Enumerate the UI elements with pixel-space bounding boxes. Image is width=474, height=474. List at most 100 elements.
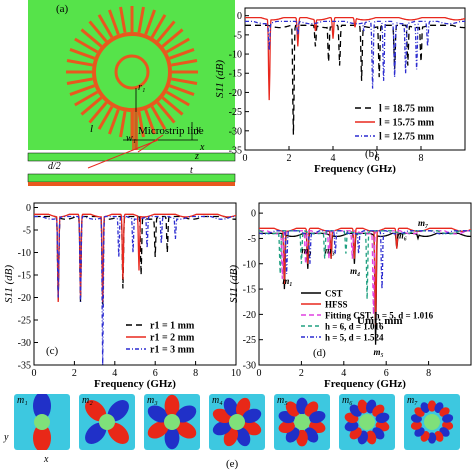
mode-label: m₄ xyxy=(212,395,223,406)
legend-entry: r1 = 2 mm xyxy=(150,333,195,344)
y-axis-label: y xyxy=(196,124,201,135)
chart-d: 0 2 4 6 8 0 -5 -10 -15 -20 -25 -30 Frequency (GHz) S1… xyxy=(228,202,472,390)
field-center xyxy=(424,414,440,430)
field-lobe xyxy=(212,420,232,436)
legend-entry: Fitting CST, h = 5, d = 1.016 xyxy=(325,311,434,321)
field-lobe xyxy=(434,431,444,442)
x-tick-label: 0 xyxy=(243,153,248,164)
y-tick-label: -25 xyxy=(229,107,242,118)
r1-label: r₁ xyxy=(138,82,146,93)
panel-b: 0 2 4 6 8 0 -5 -10 -15 -20 -25 -30 -35 Frequency (GHz… xyxy=(214,0,474,195)
plot-frame xyxy=(258,202,472,366)
plot-frame xyxy=(244,7,466,151)
field-lobe xyxy=(285,401,300,417)
field-lobe xyxy=(242,408,262,424)
z-axis-label: z xyxy=(195,151,199,162)
y-tick-label: -30 xyxy=(18,338,31,349)
comb-tooth xyxy=(137,111,145,138)
x-tick-label: 8 xyxy=(426,368,431,379)
mode-field-map xyxy=(339,394,395,450)
panel-c-label: (c) xyxy=(46,345,59,357)
field-lobe xyxy=(427,432,437,444)
y-axis-title: S11 (dB) xyxy=(3,265,15,303)
x-tick-label: 8 xyxy=(419,153,424,164)
mode-annotation: m₁ xyxy=(282,276,292,286)
legend-entry: r1 = 3 mm xyxy=(150,345,195,356)
comb-tooth xyxy=(119,111,127,138)
comb-tooth xyxy=(165,37,190,54)
mode-field-5: m₅ xyxy=(274,394,330,450)
series-line xyxy=(259,230,471,290)
field-center xyxy=(99,414,115,430)
comb-tooth xyxy=(150,14,167,39)
x-tick-label: 0 xyxy=(32,368,37,379)
comb-tooth xyxy=(66,59,93,67)
comb-tooth xyxy=(80,28,103,48)
mode-label: m₇ xyxy=(407,395,418,406)
field-lobe xyxy=(175,405,197,423)
field-lobe xyxy=(309,410,326,424)
y-tick-label: -20 xyxy=(229,88,242,99)
mode-field-map xyxy=(404,394,460,450)
mode-annotation: m₄ xyxy=(350,266,360,276)
field-lobe xyxy=(85,400,107,422)
y-tick-label: -20 xyxy=(243,310,256,321)
field-lobe xyxy=(107,400,129,422)
mode-annotation: m₂ xyxy=(301,246,311,256)
mode-annotation: m₆ xyxy=(397,230,407,240)
panel-b-label: (b) xyxy=(365,148,378,160)
mode-field-1: m₁ xyxy=(14,394,70,450)
e-axis-x: x xyxy=(44,454,49,465)
comb-tooth xyxy=(144,109,156,135)
mode-field-map xyxy=(144,394,200,450)
comb-tooth xyxy=(88,20,108,43)
y-tick-label: -15 xyxy=(229,69,242,80)
field-lobe xyxy=(175,421,197,439)
comb-tooth xyxy=(74,37,99,54)
field-center xyxy=(359,414,375,430)
comb-ring xyxy=(92,32,172,112)
y-tick-label: -25 xyxy=(243,335,256,346)
x-tick-label: 2 xyxy=(287,153,292,164)
comb-tooth xyxy=(150,105,167,130)
comb-tooth xyxy=(97,14,114,39)
legend-entry: l = 12.75 mm xyxy=(379,132,435,143)
x-tick-label: 6 xyxy=(375,153,380,164)
x-axis-title: Frequency (GHz) xyxy=(314,163,396,175)
y-tick-label: -5 xyxy=(23,226,31,237)
field-lobe xyxy=(164,394,180,418)
y-tick-label: 0 xyxy=(237,11,242,22)
x-tick-label: 6 xyxy=(153,368,158,379)
x-tick-label: 10 xyxy=(231,368,241,379)
x-tick-label: 4 xyxy=(331,153,336,164)
mode-label: m₃ xyxy=(147,395,158,406)
mode-annotation: m₇ xyxy=(418,218,428,228)
y-tick-label: -25 xyxy=(18,316,31,327)
comb-tooth xyxy=(74,90,99,107)
field-lobe xyxy=(420,402,430,413)
panel-e: m₁ m₂ m₃ m₄ m₅ m₆ m₇ y x (e) xyxy=(0,392,474,474)
mode-field-3: m₃ xyxy=(144,394,200,450)
y-tick-label: -10 xyxy=(18,248,31,259)
y-tick-label: -35 xyxy=(18,361,31,372)
legend-entry: l = 15.75 mm xyxy=(379,118,435,129)
comb-tooth xyxy=(69,48,95,60)
w1-label: w₁ xyxy=(126,133,137,144)
panel-a-label: (a) xyxy=(56,3,69,15)
legend-entry: h = 5, d = 1.524 xyxy=(325,333,384,343)
y-tick-label: -30 xyxy=(243,361,256,372)
comb-tooth xyxy=(66,77,93,85)
field-lobe xyxy=(410,421,422,430)
x-tick-label: 6 xyxy=(384,368,389,379)
field-lobe xyxy=(164,426,180,450)
mode-label: m₂ xyxy=(82,395,93,406)
field-lobe xyxy=(33,394,51,420)
comb-tooth xyxy=(161,28,184,48)
comb-tooth xyxy=(171,77,198,85)
field-lobe xyxy=(147,405,169,423)
panel-d: 0 2 4 6 8 0 -5 -10 -15 -20 -25 -30 Frequency (GHz) S1… xyxy=(228,175,474,395)
l-label: l xyxy=(90,123,94,135)
mode-field-map xyxy=(209,394,265,450)
x-tick-label: 2 xyxy=(299,368,304,379)
y-tick-label: 0 xyxy=(26,203,31,214)
